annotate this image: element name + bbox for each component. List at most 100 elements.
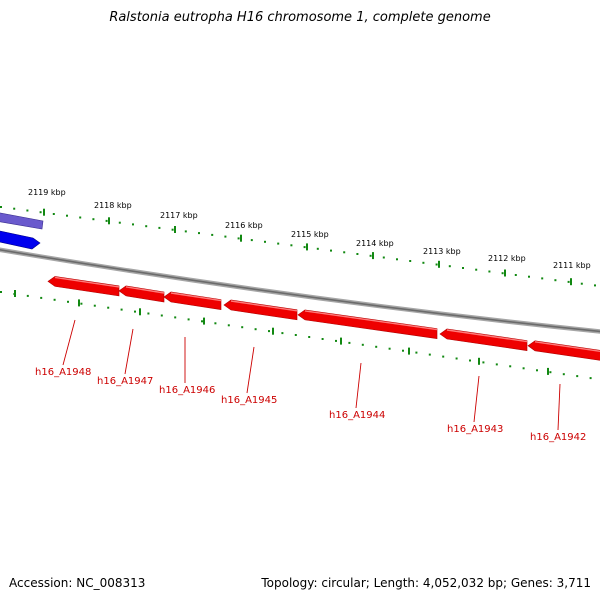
minor-tick — [303, 246, 306, 249]
minor-tick — [541, 277, 544, 280]
minor-tick — [107, 306, 110, 309]
major-tick — [478, 357, 480, 365]
minor-tick — [330, 249, 332, 252]
minor-tick — [415, 351, 418, 354]
forward-strand-genes — [0, 212, 44, 250]
accession-label: Accession: NC_008313 — [9, 576, 146, 590]
gene-label-h16_A1943[interactable]: h16_A1943 — [447, 424, 503, 435]
tick-label: 2111 kbp — [553, 261, 591, 270]
minor-tick — [589, 377, 592, 380]
gene-leader-line — [62, 319, 76, 366]
minor-tick — [335, 339, 337, 342]
minor-tick — [92, 218, 95, 221]
minor-tick — [66, 214, 68, 217]
gene-arrow-h16_A1944[interactable] — [297, 309, 438, 339]
minor-tick — [522, 367, 525, 370]
minor-tick — [455, 357, 458, 360]
major-tick — [139, 308, 141, 316]
tick-labels: 2119 kbp 2118 kbp 2117 kbp 2116 kbp 2115 kbp… — [28, 188, 591, 270]
minor-tick — [567, 280, 570, 283]
minor-tick — [549, 371, 552, 374]
minor-tick — [435, 263, 438, 266]
minor-tick — [211, 233, 214, 236]
minor-tick — [250, 239, 253, 242]
minor-tick — [475, 268, 478, 271]
minor-tick — [160, 314, 163, 317]
gene-arrow-h16_A1946[interactable] — [163, 291, 222, 310]
gene-arrow-h16_A1943[interactable] — [439, 328, 528, 351]
gene-arrow-h16_A1947[interactable] — [118, 285, 165, 303]
minor-tick — [495, 363, 498, 366]
minor-tick — [308, 336, 311, 338]
forward-gene-purple[interactable] — [0, 212, 44, 230]
minor-tick — [554, 279, 557, 282]
gene-leader-line — [557, 383, 561, 431]
gene-label-h16_A1945[interactable]: h16_A1945 — [221, 395, 277, 406]
minor-tick — [171, 228, 174, 231]
minor-tick — [40, 296, 43, 299]
minor-tick — [158, 226, 161, 229]
chromosome-backbone — [0, 247, 600, 334]
minor-tick — [536, 369, 538, 372]
minor-tick — [0, 206, 2, 208]
major-tick — [408, 347, 410, 355]
gene-label-h16_A1948[interactable]: h16_A1948 — [35, 367, 91, 378]
major-tick — [438, 260, 440, 268]
major-tick — [14, 290, 16, 297]
major-tick — [78, 299, 80, 307]
minor-tick — [118, 221, 121, 224]
minor-tick — [528, 275, 530, 278]
minor-tick — [227, 324, 230, 327]
minor-tick — [224, 235, 227, 238]
minor-tick — [422, 261, 425, 264]
gene-highlight — [170, 292, 222, 302]
minor-tick — [580, 282, 583, 285]
minor-tick — [52, 213, 55, 215]
minor-tick — [428, 353, 431, 356]
reverse-strand-genes — [47, 276, 600, 361]
gene-labels: h16_A1948 h16_A1947 h16_A1946 h16_A1945 h16_… — [35, 319, 586, 443]
minor-tick — [562, 373, 565, 376]
gene-label-h16_A1944[interactable]: h16_A1944 — [329, 410, 385, 421]
minor-tick — [93, 304, 96, 307]
minor-tick — [268, 330, 270, 333]
gene-label-h16_A1946[interactable]: h16_A1946 — [159, 385, 215, 396]
minor-tick — [594, 284, 596, 287]
gene-leader-line — [473, 375, 480, 423]
tick-label: 2113 kbp — [423, 247, 461, 256]
minor-tick — [13, 207, 16, 210]
minor-tick — [290, 244, 293, 247]
forward-gene-blue[interactable] — [0, 230, 41, 250]
minor-tick — [514, 274, 517, 276]
minor-tick — [79, 216, 82, 219]
gene-highlight — [54, 276, 120, 288]
gene-arrow-h16_A1948[interactable] — [47, 276, 120, 297]
gene-arrow-h16_A1942[interactable] — [527, 340, 600, 361]
gene-label-h16_A1947[interactable]: h16_A1947 — [97, 376, 153, 387]
minor-tick — [134, 310, 136, 313]
gene-highlight — [125, 286, 165, 294]
minor-tick — [469, 359, 471, 362]
gene-highlight — [534, 341, 600, 353]
major-tick — [570, 278, 572, 286]
minor-tick — [145, 225, 148, 228]
minor-tick — [281, 332, 284, 335]
minor-tick — [105, 219, 108, 222]
gene-arrow-h16_A1945[interactable] — [223, 299, 298, 321]
minor-tick — [294, 334, 297, 336]
minor-tick — [396, 258, 398, 261]
minor-tick — [80, 302, 83, 305]
minor-tick — [184, 230, 187, 233]
gene-highlight — [304, 310, 438, 331]
minor-tick — [67, 300, 69, 303]
minor-tick — [201, 320, 203, 323]
minor-tick — [321, 338, 324, 340]
minor-tick — [501, 272, 504, 275]
major-tick — [240, 234, 242, 242]
minor-tick — [264, 240, 266, 243]
inner-tick-ring — [0, 290, 592, 380]
tick-label: 2115 kbp — [291, 230, 329, 239]
gene-label-h16_A1942[interactable]: h16_A1942 — [530, 432, 586, 443]
minor-tick — [277, 242, 280, 245]
